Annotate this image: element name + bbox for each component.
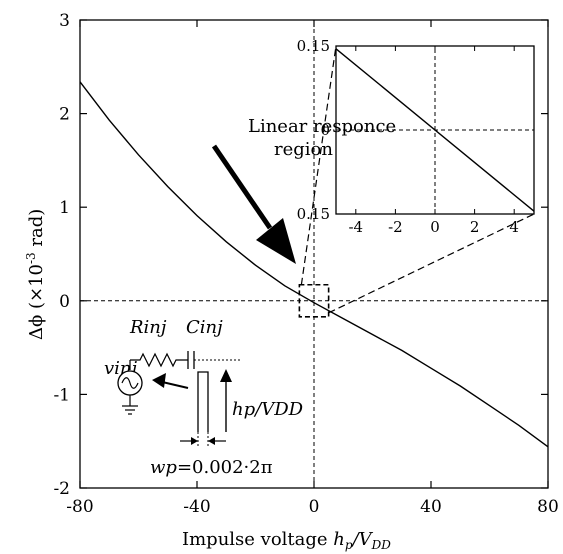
impulse-height-arrowhead	[220, 369, 232, 382]
x-tick-label: 40	[420, 497, 442, 517]
y-tick-label: -1	[53, 385, 70, 405]
circuit-schematic: Rinj Cinj vinj hp/VDD wp=0.002·2π	[104, 317, 304, 478]
inset-x-tick-label: 0	[430, 218, 440, 236]
width-arrowhead-right	[208, 437, 215, 445]
region-arrow	[211, 144, 296, 264]
inset-x-tick-label: 2	[470, 218, 480, 236]
leader-line-top	[300, 45, 337, 285]
inset-data-line	[335, 48, 535, 212]
y-tick-label: -2	[53, 479, 70, 499]
inset-y-tick-label: 0	[320, 121, 330, 139]
c-inj-label: Cinj	[186, 317, 223, 338]
main-zero-lines	[80, 20, 548, 488]
wp-label: wp=0.002·2π	[150, 457, 273, 478]
region-label-line2: region	[274, 139, 333, 160]
inset-x-tick-label: -4	[348, 218, 363, 236]
sine-glyph	[121, 377, 139, 389]
x-tick-label: 80	[537, 497, 559, 517]
x-axis-title: Impulse voltage hp/VDD	[182, 529, 391, 552]
y-axis-title: Δϕ (×10-3 rad)	[24, 209, 47, 340]
y-tick-label: 2	[59, 105, 70, 125]
hp-label: hp/VDD	[232, 399, 304, 420]
inset-axis-ticks: -4 -2 0 2 4 0.15 0 0.15	[297, 37, 519, 236]
y-tick-label: 1	[59, 198, 70, 218]
r-inj-label: Rinj	[129, 317, 167, 338]
x-tick-label: -80	[66, 497, 93, 517]
y-tick-label: 0	[59, 292, 70, 312]
impulse-pulse	[197, 371, 209, 432]
region-label-line1: Linear responce	[248, 116, 396, 137]
x-tick-label: 0	[309, 497, 320, 517]
resistor-symbol	[130, 352, 188, 368]
zoom-box	[298, 283, 330, 318]
source-arrow-head	[152, 373, 166, 388]
leader-line-bottom	[328, 213, 535, 314]
y-tick-label: 3	[59, 11, 70, 31]
width-arrowhead-left	[191, 437, 198, 445]
zoom-leader-lines	[300, 45, 535, 314]
x-tick-label: -40	[183, 497, 210, 517]
main-data-line	[79, 81, 549, 448]
inset-x-tick-label: -2	[388, 218, 403, 236]
inset-x-tick-label: 4	[509, 218, 519, 236]
inset-y-tick-label: 0.15	[297, 205, 330, 223]
inset-y-tick-label: 0.15	[297, 37, 330, 55]
